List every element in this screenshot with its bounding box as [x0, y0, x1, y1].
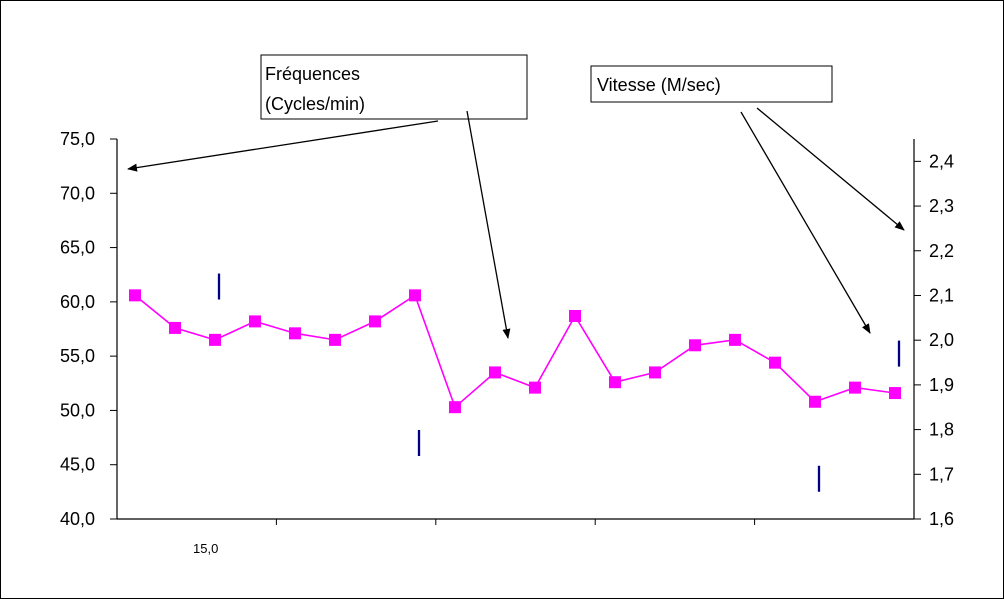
right-axis-tick-label: 1,6: [929, 509, 954, 529]
left-axis-tick-label: 60,0: [60, 292, 95, 312]
right-axis-tick-label: 1,7: [929, 464, 954, 484]
frequency-point: [489, 366, 501, 379]
axes: [116, 139, 915, 525]
frequency-annotation-line-1: Fréquences: [265, 64, 360, 84]
frequency-point: [169, 321, 181, 334]
frequency-point: [249, 315, 261, 328]
speed-arrow-to-right-axis: [756, 107, 905, 231]
left-axis-tick-label: 75,0: [60, 129, 95, 149]
left-axis-tick-label: 70,0: [60, 183, 95, 203]
frequency-point: [329, 333, 341, 346]
frequency-point: [689, 339, 701, 352]
right-axis-tick-label: 1,9: [929, 375, 954, 395]
frequency-point: [729, 333, 741, 346]
frequency-point: [569, 309, 581, 322]
right-axis-tick-label: 2,1: [929, 285, 954, 305]
left-axis-tick-label: 50,0: [60, 400, 95, 420]
series-layer: [129, 273, 901, 492]
frequency-point: [409, 289, 421, 302]
frequency-series-line: [134, 294, 896, 409]
frequency-arrow-to-left-axis: [127, 120, 439, 172]
right-axis-tick-label: 2,4: [929, 151, 954, 171]
frequency-point: [369, 315, 381, 328]
left-axis-tick-label: 40,0: [60, 509, 95, 529]
frequency-annotation-line-2: (Cycles/min): [265, 94, 365, 114]
right-axis-tick-label: 2,2: [929, 241, 954, 261]
frequency-point: [849, 381, 861, 394]
right-axis-ticks: 1,6 1,7 1,8 1,9 2,0 2,1 2,2 2,3 2,4: [914, 151, 954, 529]
frequency-point: [889, 387, 901, 400]
frequency-arrow-to-series: [466, 110, 511, 339]
frequency-point: [609, 376, 621, 389]
frequency-point: [769, 356, 781, 369]
right-axis-tick-label: 1,8: [929, 420, 954, 440]
speed-annotation: Vitesse (M/sec): [590, 65, 833, 103]
frequency-point: [649, 366, 661, 379]
left-axis-tick-label: 55,0: [60, 346, 95, 366]
right-axis-tick-label: 2,3: [929, 196, 954, 216]
right-axis-tick-label: 2,0: [929, 330, 954, 350]
frequency-point: [289, 327, 301, 340]
left-axis-ticks: 40,0 45,0 50,0 55,0 60,0 65,0 70,0 75,0: [60, 129, 117, 529]
speed-annotation-line-1: Vitesse (M/sec): [597, 75, 721, 95]
frequency-annotation: Fréquences (Cycles/min): [260, 54, 528, 120]
frequency-point: [529, 381, 541, 394]
speed-arrow-to-marker: [740, 111, 871, 334]
left-axis-tick-label: 65,0: [60, 238, 95, 258]
frequency-point: [129, 289, 141, 302]
left-axis-tick-label: 45,0: [60, 455, 95, 475]
frequency-point: [809, 395, 821, 408]
annotation-arrows: [127, 107, 905, 339]
frequency-point: [449, 401, 461, 414]
x-axis-tick-label: 15,0: [193, 541, 218, 556]
frequency-point: [209, 333, 221, 346]
